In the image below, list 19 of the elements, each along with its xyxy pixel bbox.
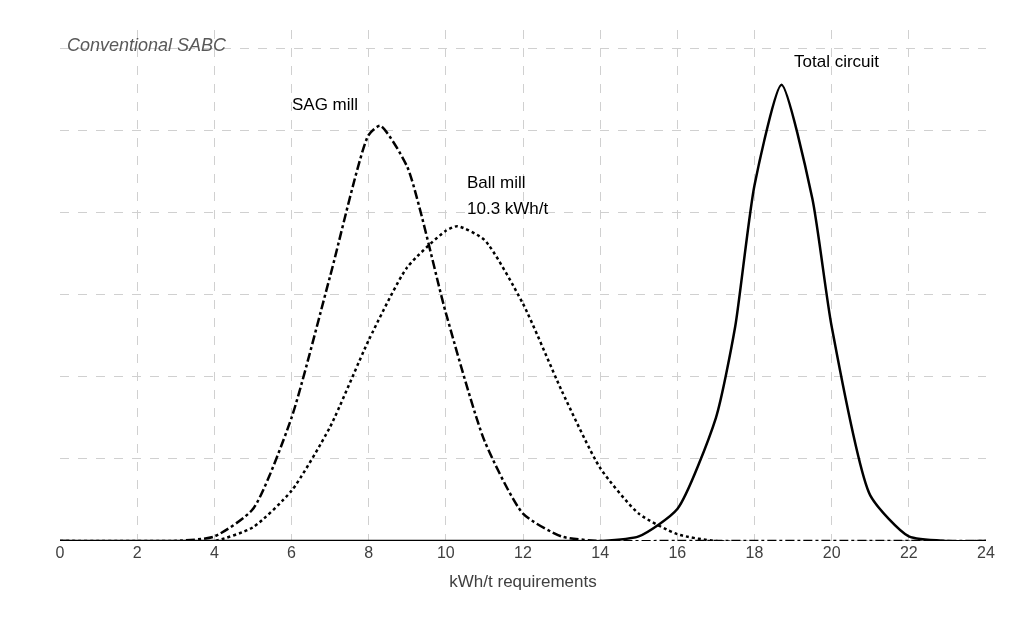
x-tick-label: 20 (822, 544, 841, 561)
annotation: 10.3 kWh/t (467, 199, 549, 218)
x-tick-label: 2 (132, 544, 142, 561)
x-tick-label: 10 (436, 544, 455, 561)
x-tick-label: 6 (287, 544, 297, 561)
x-tick-label: 18 (745, 544, 764, 561)
x-tick-label: 0 (55, 544, 65, 561)
x-tick-label: 14 (591, 544, 610, 561)
series-label: SAG mill (292, 95, 359, 114)
x-tick-label: 16 (668, 544, 687, 561)
x-axis-title: kWh/t requirements (449, 572, 597, 592)
x-tick-label: 8 (364, 544, 374, 561)
x-tick-label: 24 (977, 544, 995, 561)
series-label: Total circuit (794, 52, 880, 71)
text: Ball mill (467, 173, 526, 192)
x-tick-label: 4 (209, 544, 219, 561)
x-tick-label: 12 (514, 544, 532, 561)
x-tick-label: 22 (899, 544, 918, 561)
text: Conventional SABC (67, 35, 228, 55)
